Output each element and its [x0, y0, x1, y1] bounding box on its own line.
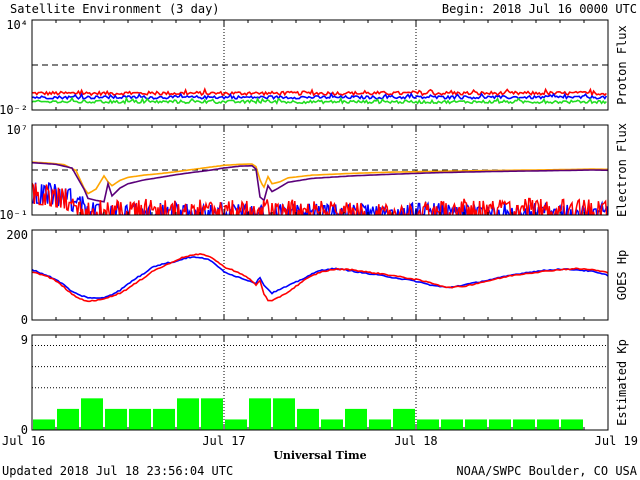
plot-area: [32, 230, 608, 320]
x-tick-label: Jul 19: [595, 434, 638, 448]
series-purple: [32, 161, 608, 203]
series-orange: [32, 161, 608, 195]
series-green: [32, 96, 607, 105]
x-tick-label: Jul 17: [202, 434, 245, 448]
kp-bar: [465, 419, 487, 430]
kp-bar: [273, 398, 295, 430]
y-tick-label: 10⁷: [6, 123, 28, 137]
kp-bar: [441, 419, 463, 430]
kp-bar: [369, 419, 391, 430]
kp-bar: [489, 419, 511, 430]
kp-bar: [33, 419, 55, 430]
plot-area: [32, 20, 608, 110]
series-blue: [32, 256, 608, 299]
panel-3: 200 0 GOES Hp: [6, 228, 629, 327]
kp-bar: [129, 408, 151, 430]
y-tick-label: 9: [21, 333, 28, 347]
plot-area: [32, 125, 608, 215]
y-tick-label: 0: [21, 423, 28, 437]
kp-bar: [561, 419, 583, 430]
panel-4: 9 0 Estimated Kp: [21, 333, 629, 437]
credit-text: NOAA/SWPC Boulder, CO USA: [456, 464, 637, 478]
kp-bar: [57, 408, 79, 430]
kp-bar: [537, 419, 559, 430]
y-tick-label: 10⁻²: [0, 103, 28, 117]
panel-1: 10⁴ 10⁻² Proton Flux: [0, 18, 629, 117]
y-tick-label: 10⁴: [6, 18, 28, 32]
kp-bar: [201, 398, 223, 430]
kp-bar: [297, 408, 319, 430]
series-red: [32, 86, 607, 98]
x-tick-label: Jul 16: [2, 434, 45, 448]
kp-bar: [321, 419, 343, 430]
y-axis-label: Electron Flux: [615, 123, 629, 217]
kp-bar: [249, 398, 271, 430]
kp-bar: [81, 398, 103, 430]
plot-area: [32, 335, 608, 430]
y-axis-label: Proton Flux: [615, 25, 629, 104]
kp-bar: [393, 408, 415, 430]
kp-bar: [513, 419, 535, 430]
y-axis-label: GOES Hp: [615, 250, 629, 301]
x-axis-label: Universal Time: [273, 449, 366, 462]
series-blue: [32, 91, 608, 101]
kp-bar: [417, 419, 439, 430]
kp-bar: [105, 408, 127, 430]
series-red: [32, 252, 608, 303]
panels-group: 10⁴ 10⁻² Proton Flux 10⁷ 10⁻¹ Electron Flux 20…: [0, 18, 629, 437]
kp-bar: [225, 419, 247, 430]
kp-bar: [177, 398, 199, 430]
updated-timestamp: Updated 2018 Jul 18 23:56:04 UTC: [2, 464, 233, 478]
panel-2: 10⁷ 10⁻¹ Electron Flux: [0, 123, 629, 222]
y-axis-label: Estimated Kp: [615, 339, 629, 426]
x-tick-label: Jul 18: [394, 434, 437, 448]
chart-title: Satellite Environment (3 day): [10, 2, 220, 16]
kp-bar: [153, 408, 175, 430]
begin-date: Begin: 2018 Jul 16 0000 UTC: [442, 2, 637, 16]
y-tick-label: 0: [21, 313, 28, 327]
panel-frame: [31, 19, 609, 111]
x-axis: Jul 16 Jul 17 Jul 18 Jul 19: [2, 434, 638, 448]
y-tick-label: 200: [6, 228, 28, 242]
y-tick-label: 10⁻¹: [0, 208, 28, 222]
kp-bar: [345, 408, 367, 430]
